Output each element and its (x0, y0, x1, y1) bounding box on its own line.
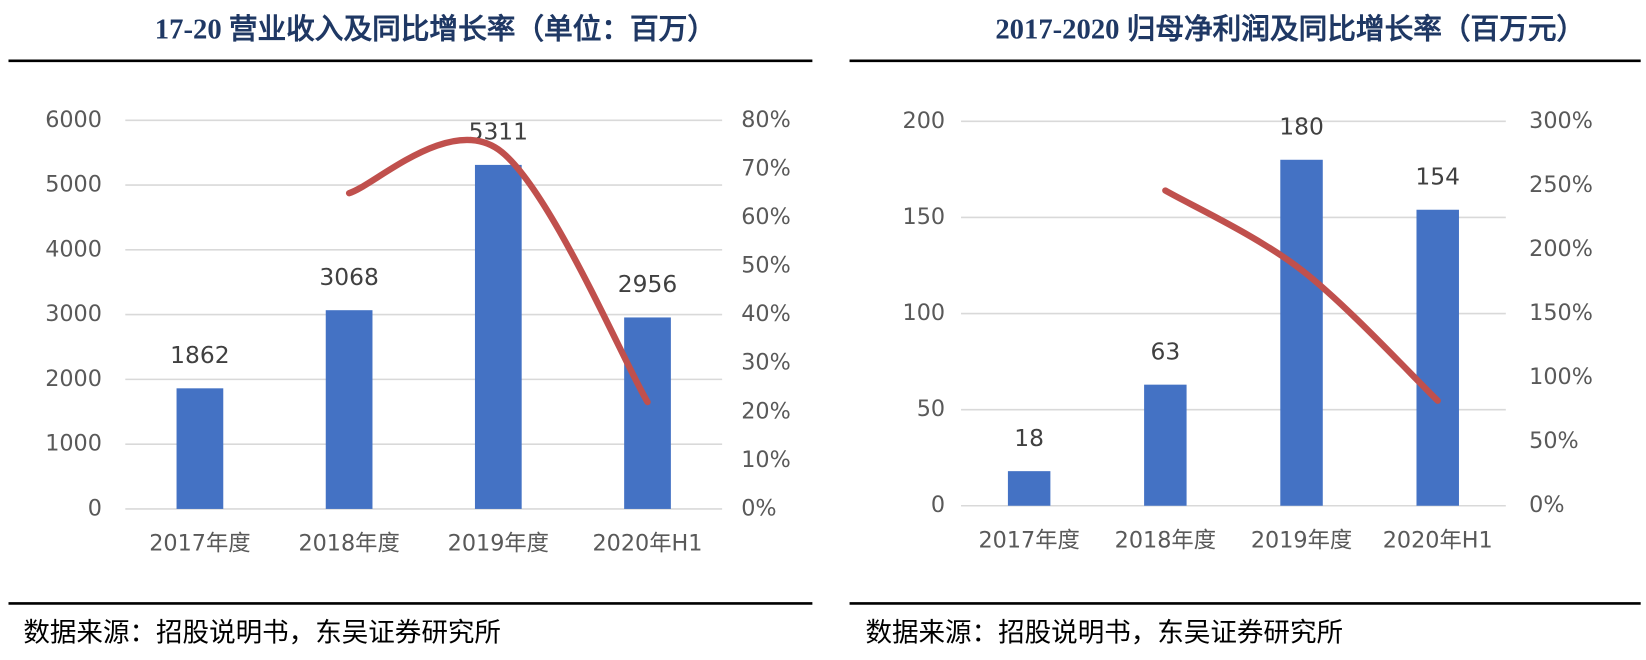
y2-tick-label: 0% (1529, 492, 1564, 518)
y2-tick-label: 30% (741, 350, 791, 376)
y2-tick-label: 80% (741, 107, 791, 133)
y-tick-label: 1000 (45, 431, 102, 457)
y-tick-label: 5000 (45, 172, 102, 198)
y-tick-label: 100 (903, 300, 946, 326)
y-tick-label: 6000 (45, 107, 102, 133)
bar (474, 164, 522, 509)
y-tick-label: 4000 (45, 236, 102, 262)
y-tick-label: 0 (931, 492, 945, 518)
source-note: 数据来源：招股说明书，东吴证券研究所 (865, 617, 1343, 647)
value-label: 2956 (618, 270, 677, 298)
y-tick-label: 50 (917, 396, 945, 422)
x-tick-label: 2020年H1 (1383, 527, 1493, 553)
x-tick-label: 2018年度 (298, 530, 399, 556)
y2-tick-label: 0% (741, 495, 776, 521)
x-tick-label: 2017年度 (149, 530, 250, 556)
value-label: 63 (1150, 337, 1180, 365)
y2-tick-label: 250% (1529, 172, 1593, 198)
value-label: 3068 (319, 263, 378, 291)
bar (624, 317, 671, 509)
y-tick-label: 200 (903, 108, 946, 134)
y-tick-label: 3000 (45, 301, 102, 327)
y2-tick-label: 20% (741, 398, 791, 424)
value-label: 180 (1279, 112, 1324, 140)
y2-tick-label: 50% (1529, 428, 1579, 454)
x-tick-label: 2017年度 (978, 527, 1079, 553)
bar (176, 388, 224, 509)
chart-title: 17-20 营业收入及同比增长率（单位：百万） (155, 13, 716, 46)
value-label: 1862 (170, 341, 229, 369)
y2-tick-label: 60% (741, 204, 791, 230)
y2-tick-label: 70% (741, 155, 791, 181)
y2-tick-label: 300% (1529, 108, 1593, 134)
y-tick-label: 2000 (45, 366, 102, 392)
x-tick-label: 2019年度 (448, 530, 549, 556)
y-tick-label: 150 (903, 204, 946, 230)
y2-tick-label: 40% (741, 301, 791, 327)
x-tick-label: 2018年度 (1115, 527, 1216, 553)
source-note: 数据来源：招股说明书，东吴证券研究所 (23, 617, 501, 647)
x-tick-label: 2020年H1 (593, 530, 703, 556)
bar (1416, 209, 1459, 506)
y2-tick-label: 200% (1529, 236, 1593, 262)
y2-tick-label: 50% (741, 253, 791, 279)
x-tick-label: 2019年度 (1251, 527, 1352, 553)
y-tick-label: 0 (88, 495, 102, 521)
bar (1280, 159, 1323, 506)
growth-line (1162, 187, 1441, 404)
bar (325, 310, 373, 509)
y2-tick-label: 150% (1529, 300, 1593, 326)
chart-title: 2017-2020 归母净利润及同比增长率（百万元） (995, 13, 1585, 46)
y2-tick-label: 100% (1529, 364, 1593, 390)
growth-line (345, 136, 651, 406)
bar (1007, 471, 1051, 506)
value-label: 154 (1415, 162, 1460, 190)
value-label: 18 (1014, 424, 1044, 452)
y2-tick-label: 10% (741, 447, 791, 473)
bar (1144, 384, 1187, 506)
